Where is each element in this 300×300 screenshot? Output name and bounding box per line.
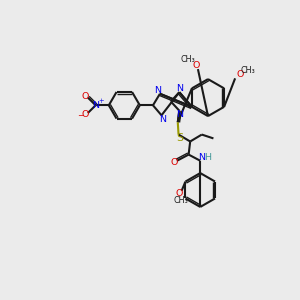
Text: CH₃: CH₃ [241,66,256,75]
Text: O: O [193,61,200,70]
Text: O: O [237,70,244,79]
Text: N: N [154,86,161,95]
Text: H: H [204,153,211,162]
Text: O: O [82,110,89,119]
Text: O: O [82,92,89,100]
Text: O: O [170,158,178,167]
Text: N: N [160,115,167,124]
Text: N: N [92,101,99,110]
Text: S: S [176,133,183,142]
Text: CH₃: CH₃ [173,196,188,205]
Text: N: N [198,153,205,162]
Text: O: O [176,189,183,198]
Text: −: − [77,111,83,120]
Text: N: N [177,110,184,119]
Text: N: N [177,84,184,93]
Text: CH₃: CH₃ [181,56,195,64]
Text: +: + [98,98,104,104]
